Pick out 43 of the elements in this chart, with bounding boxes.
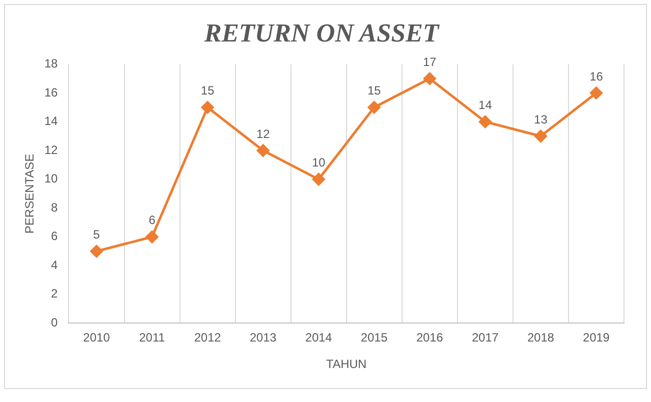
point <box>201 101 214 114</box>
data-label: 5 <box>93 228 100 242</box>
point <box>90 245 103 258</box>
y-tick-label: 18 <box>44 56 58 71</box>
point <box>478 116 492 128</box>
x-tick-label: 2013 <box>250 330 277 345</box>
data-label: 13 <box>534 112 548 126</box>
x-tick-label: 2015 <box>360 330 388 345</box>
x-tick-label: 2019 <box>582 330 610 345</box>
y-axis-title: PERSENTASE <box>22 154 37 234</box>
y-tick-label: 2 <box>51 286 58 301</box>
x-tick-label: 2018 <box>527 330 554 345</box>
data-label: 14 <box>478 98 492 112</box>
point <box>590 86 602 100</box>
data-label: 15 <box>200 84 215 98</box>
y-tick-label: 14 <box>44 114 58 128</box>
x-axis-title: TAHUN <box>326 357 367 372</box>
data-label: 10 <box>312 156 326 170</box>
y-tick-label: 10 <box>44 172 58 186</box>
y-tick-label: 12 <box>44 142 58 157</box>
data-label: 17 <box>422 54 437 69</box>
data-label: 12 <box>256 126 270 141</box>
point <box>368 101 380 114</box>
data-label: 6 <box>148 213 156 228</box>
chart-title: RETURN ON ASSET <box>203 18 440 48</box>
point <box>312 173 325 186</box>
x-tick-label: 2017 <box>472 330 499 345</box>
x-tick-label: 2012 <box>194 330 222 345</box>
data-label: 15 <box>367 84 382 98</box>
y-tick-label: 16 <box>44 85 58 100</box>
y-tick-label: 4 <box>51 258 58 272</box>
x-tick-label: 2016 <box>416 330 444 345</box>
y-tick-label: 0 <box>51 316 58 330</box>
data-label: 16 <box>590 69 604 84</box>
x-tick-label: 2014 <box>305 330 332 345</box>
y-tick-label: 8 <box>51 200 58 214</box>
point <box>534 130 547 142</box>
x-tick-label: 2011 <box>139 330 166 345</box>
point <box>423 72 436 85</box>
point <box>256 144 270 157</box>
x-tick-label: 2010 <box>83 330 110 345</box>
point <box>146 230 158 244</box>
y-tick-label: 6 <box>51 229 58 244</box>
